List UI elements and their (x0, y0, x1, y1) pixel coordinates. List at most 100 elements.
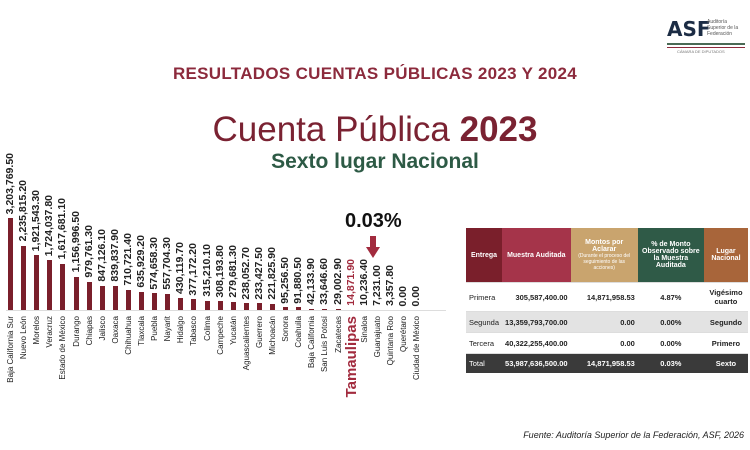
value-label: 1,921,543.30 (30, 189, 43, 251)
cell: 0.00 (570, 332, 638, 354)
category-label: Nuevo León (19, 316, 29, 360)
bar-estado-de-méxico (60, 263, 66, 310)
value-label: 3,203,769.50 (4, 152, 16, 214)
category-label: Jalisco (97, 316, 107, 341)
asf-logo: ASF Auditoría Superior de la Federación … (667, 17, 747, 54)
value-label: 91,880.50 (292, 256, 305, 304)
category-label: Campeche (215, 316, 225, 355)
value-label: 233,427.50 (252, 246, 265, 300)
bar-tabasco (191, 299, 197, 310)
category-label: Puebla (150, 316, 160, 341)
value-label: 279,681.30 (226, 245, 239, 298)
cell: 305,587,400.00 (502, 282, 571, 312)
category-label: Durango (71, 316, 81, 347)
value-label: 574,658.30 (148, 236, 161, 290)
value-label: 315,210.10 (200, 244, 213, 297)
table-row: Tercera 40,322,255,400.00 0.00 0.00% Pri… (466, 332, 748, 354)
bar-zacatecas (335, 309, 341, 311)
cell: 0.00% (637, 311, 704, 333)
category-label: Aguascalientes (241, 316, 251, 371)
bar-baja-california (309, 308, 315, 310)
category-label: Morelos (32, 316, 42, 345)
results-table: Entrega Muestra Auditada Montos por Acla… (466, 228, 748, 373)
value-label: 1,724,037.80 (43, 195, 56, 257)
header-montos-label: Montos por Aclarar (585, 239, 624, 253)
category-label: Querétaro (399, 316, 408, 353)
category-label: Ciudad de México (412, 316, 422, 381)
category-label: Chiapas (84, 316, 94, 346)
category-label: San Luis Potosí (320, 316, 330, 373)
value-label: 95,256.50 (279, 256, 292, 304)
cell: 0.00% (637, 332, 704, 354)
cell: Vigésimo cuarto (703, 282, 748, 312)
bar-tlaxcala (139, 291, 144, 310)
category-label: Michoacán (268, 316, 277, 355)
page-title: RESULTADOS CUENTAS PÚBLICAS 2023 Y 2024 (172, 64, 578, 83)
bar-campeche (217, 301, 223, 310)
bar-veracruz (47, 260, 53, 310)
highlight-percent: 0.03% (345, 210, 402, 232)
value-label: 839,837.90 (108, 229, 121, 282)
header-montos-note: (Durante el proceso del seguimiento de l… (578, 253, 631, 271)
arrow-down-icon (366, 236, 380, 258)
cell: Tercera (466, 332, 503, 354)
cell: Segunda (466, 311, 503, 333)
bar-nayarit (165, 293, 171, 310)
value-label: 14,871.90 (344, 258, 357, 306)
category-label: Zacatecas (333, 316, 343, 353)
category-label: Colima (202, 316, 212, 341)
bar-baja-california-sur (8, 218, 13, 310)
cuenta-publica-heading: Cuenta Pública 2023 (0, 110, 750, 150)
bar-hidalgo (178, 297, 184, 310)
heading-year: 2023 (459, 110, 538, 149)
bar-durango (73, 276, 79, 310)
category-label: Baja California Sur (6, 316, 15, 383)
value-label: 221,825.90 (266, 247, 278, 300)
cell: 14,871,958.53 (570, 282, 638, 312)
cell: Primero (703, 332, 748, 354)
bar-nuevo-león (21, 245, 27, 310)
value-label: 238,052.70 (239, 246, 252, 300)
header-porcentaje: % de Monto Observado sobre la Muestra Au… (637, 228, 704, 283)
value-label: 635,929.20 (135, 235, 147, 288)
bar-colima (204, 300, 210, 310)
cell: 4.87% (637, 282, 704, 312)
logo-divider-red (667, 47, 745, 48)
category-label: Chihuahua (123, 316, 133, 355)
bar-chiapas (86, 281, 92, 310)
heading-prefix: Cuenta Pública (212, 110, 450, 149)
value-label: 430,119.70 (174, 241, 187, 294)
table-row: Primera 305,587,400.00 14,871,958.53 4.8… (466, 282, 748, 312)
header-entrega: Entrega (466, 228, 503, 283)
cell: 14,871,958.53 (570, 353, 638, 373)
cell: 0.00 (570, 311, 638, 333)
bar-morelos (34, 254, 40, 310)
value-label: 710,721.40 (121, 233, 134, 286)
logo-name: Auditoría Superior de la Federación (707, 19, 739, 37)
cell: Primera (466, 282, 503, 312)
table-row: Segunda 13,359,793,700.00 0.00 0.00% Seg… (466, 311, 748, 333)
cell: Segundo (703, 311, 748, 333)
bar-coahuila (296, 307, 302, 310)
category-label: Quintana Roo (385, 316, 395, 366)
bar-oaxaca (112, 285, 118, 310)
value-label: 847,126.10 (95, 229, 108, 282)
cell: 0.03% (637, 353, 704, 373)
value-label: 29,002.90 (331, 258, 344, 306)
category-label: Guerrero (254, 316, 264, 349)
value-label: 10,236.40 (357, 259, 370, 306)
value-label: 33,646.60 (318, 258, 331, 306)
value-label: 7,231.00 (370, 264, 383, 306)
category-label: Nayarit (163, 316, 173, 342)
bar-aguascalientes (243, 303, 249, 310)
cell: Sexto (703, 353, 748, 373)
value-label: 0.00 (397, 285, 409, 306)
source-note: Fuente: Auditoría Superior de la Federac… (523, 430, 744, 440)
category-label: Veracruz (45, 316, 55, 348)
cell: 13,359,793,700.00 (502, 311, 571, 333)
bar-sonora (283, 307, 289, 310)
header-muestra: Muestra Auditada (502, 228, 571, 283)
category-label: Tamaulipas (342, 316, 360, 398)
cell: Total (466, 353, 503, 373)
header-montos: Montos por Aclarar (Durante el proceso de… (570, 228, 638, 283)
